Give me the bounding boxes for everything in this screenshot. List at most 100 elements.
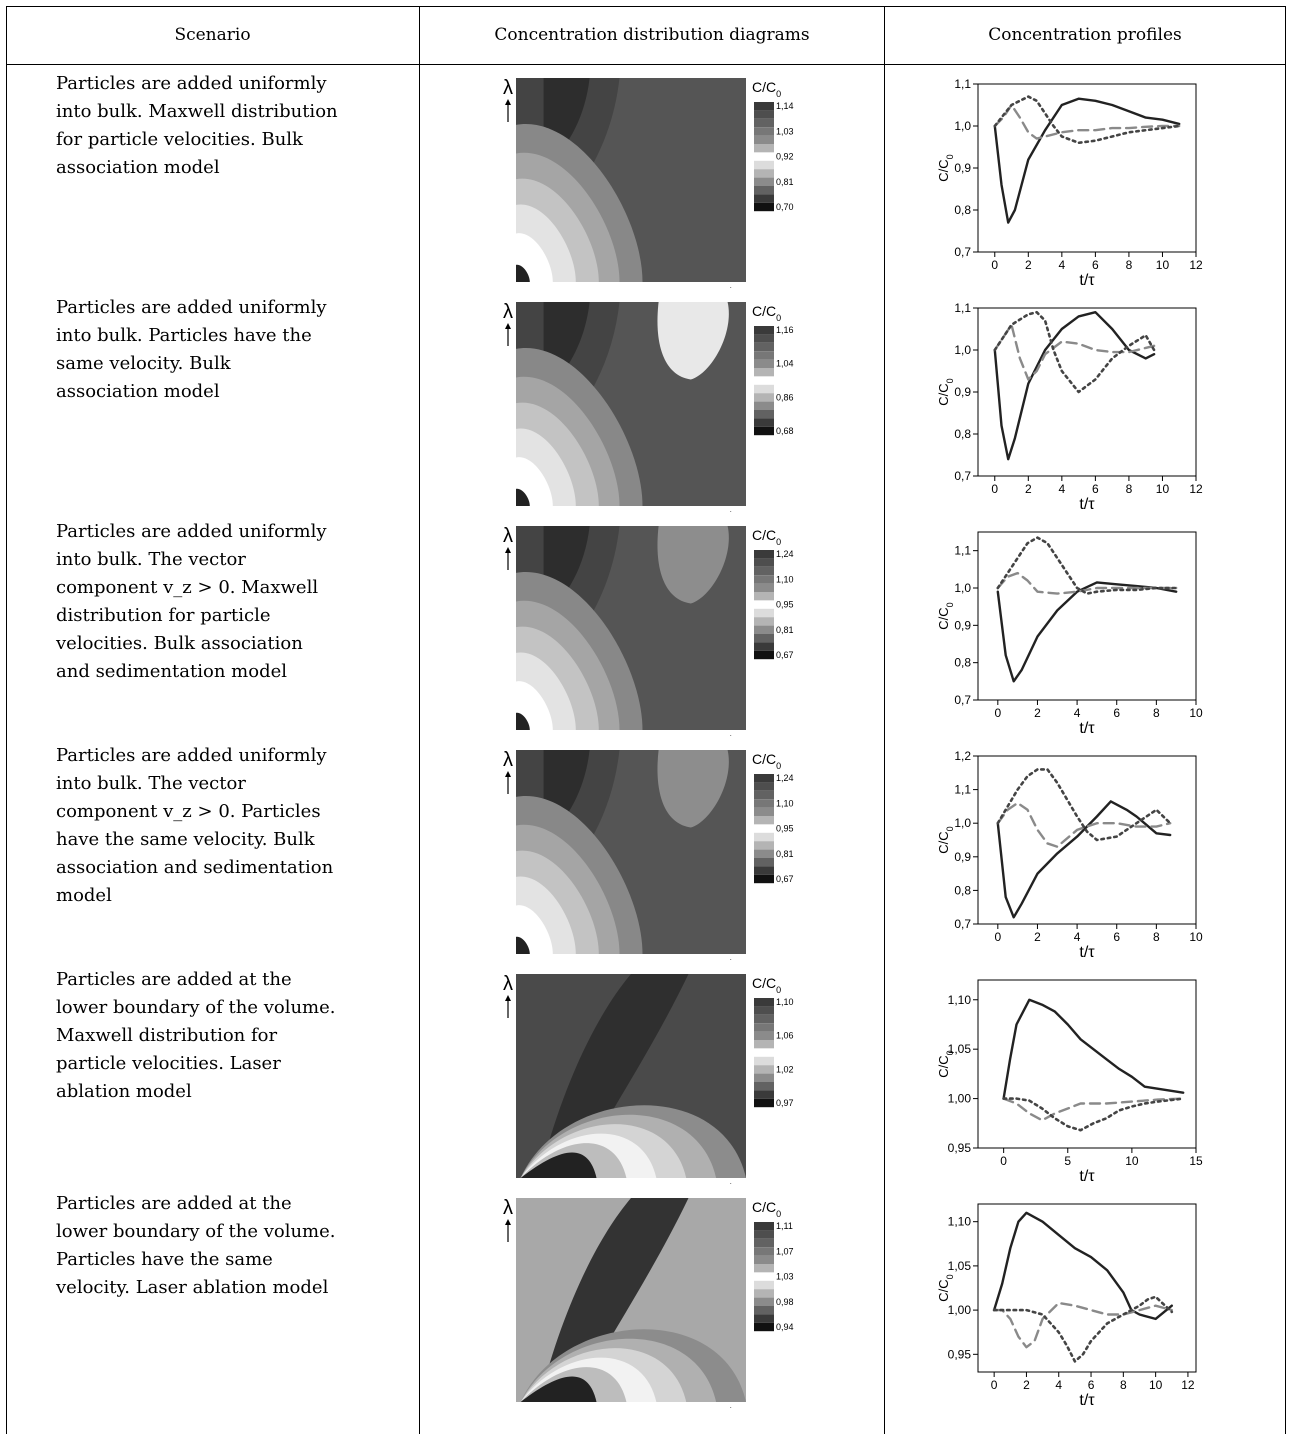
legend-tick-label: 0,92	[776, 152, 794, 162]
legend-tick-label: 1,10	[776, 997, 794, 1007]
concentration-diagram: λ t/τ C/C0 1,24 1,10 0,95 0,81 0,67	[503, 749, 794, 960]
y-tick-label: 1,0	[954, 581, 971, 595]
series-line-dash	[993, 323, 1156, 381]
y-tick-label: 0,95	[948, 1347, 972, 1361]
legend-swatch	[754, 160, 774, 170]
legend-tick-label: 1,04	[776, 359, 794, 369]
scenario-text: Particles are added at the lower boundar…	[56, 969, 336, 1102]
concentration-profile-chart: 0 5 10 15 1,10 1,05 1,00 0,95 t/τ C/C0	[936, 979, 1203, 1185]
legend-swatch	[754, 634, 774, 643]
legend-title: C/C0	[752, 1199, 781, 1219]
x-tick-label: 6	[1092, 258, 1099, 272]
legend-swatch	[754, 1264, 774, 1273]
y-tick-label: 0,7	[954, 245, 971, 259]
legend-swatch	[754, 650, 774, 660]
x-tick-label: 0	[991, 482, 998, 496]
series-line-dot	[996, 536, 1178, 595]
legend-swatch	[754, 1082, 774, 1091]
legend-swatch	[754, 1222, 774, 1231]
x-tick-label: 8	[1153, 706, 1160, 720]
legend-swatch	[754, 368, 774, 377]
legend-tick-label: 1,16	[776, 325, 794, 335]
lambda-arrow-head	[505, 99, 511, 105]
legend-swatch	[754, 1006, 774, 1015]
series-line-solid	[996, 800, 1172, 919]
legend-swatch	[754, 401, 774, 410]
legend-tick-label: 0,94	[776, 1322, 794, 1332]
y-tick-label: 0,9	[954, 850, 971, 864]
legend-tick-label: 0,67	[776, 874, 794, 884]
legend-tick-label: 1,14	[776, 101, 794, 111]
x-tick-label: 0	[991, 258, 998, 272]
x-tick-label: 0	[994, 930, 1001, 944]
header-profiles: Concentration profiles	[988, 25, 1182, 45]
concentration-profile-chart: 0 2 4 6 8 10 12 1,1 1,0 0,9 0,8 0,7 t/τ C/C0	[936, 301, 1203, 513]
legend-tick-label: 1,02	[776, 1064, 794, 1074]
series-line-dot	[993, 310, 1156, 394]
concentration-profile-chart: 0 2 4 6 8 10 1,1 1,0 0,9 0,8 0,7 t/τ C/C0	[936, 531, 1203, 737]
x-tick-label: 10	[1125, 1154, 1139, 1168]
time-label: t/τ	[724, 957, 737, 960]
y-axis-label: C/C0	[936, 826, 955, 853]
series-line-dot	[993, 95, 1181, 145]
x-axis-label: t/τ	[1079, 720, 1095, 737]
legend-tick-label: 1,10	[776, 798, 794, 808]
legend-swatch	[754, 1247, 774, 1256]
time-label: t/τ	[724, 733, 737, 736]
header-diagrams: Concentration distribution diagrams	[494, 25, 810, 45]
y-tick-label: 0,8	[954, 203, 971, 217]
series-line-dash	[1002, 1097, 1185, 1122]
legend-title: C/C0	[752, 975, 781, 995]
series-line-solid	[993, 97, 1181, 224]
legend-swatch	[754, 1280, 774, 1290]
legend-swatch	[754, 799, 774, 808]
x-tick-label: 10	[1189, 706, 1203, 720]
legend-swatch	[754, 600, 774, 609]
legend-swatch	[754, 1230, 774, 1239]
legend-tick-label: 1,07	[776, 1246, 794, 1256]
y-tick-label: 1,0	[954, 343, 971, 357]
color-legend: C/C0 1,10 1,06 1,02 0,97	[752, 975, 794, 1108]
color-legend: C/C0 1,11 1,07 1,03 0,98 0,94	[752, 1199, 794, 1332]
legend-swatch	[754, 194, 774, 203]
x-tick-label: 8	[1120, 1378, 1127, 1392]
legend-swatch	[754, 202, 774, 212]
x-axis-label: t/τ	[1079, 272, 1095, 289]
scenario-text: Particles are added uniformly into bulk.…	[56, 521, 327, 682]
col-border-1	[419, 6, 420, 1434]
contour-band	[516, 936, 530, 954]
legend-swatch	[754, 1098, 774, 1108]
time-label: t/τ	[724, 1405, 737, 1408]
legend-swatch	[754, 1073, 774, 1082]
legend-swatch	[754, 1014, 774, 1024]
plot-frame	[977, 755, 1197, 925]
scenario-text: Particles are added uniformly into bulk.…	[56, 297, 327, 402]
concentration-diagram: λ t/τ C/C0 1,10 1,06 1,02 0,97	[503, 973, 794, 1184]
x-tick-label: 4	[1074, 930, 1081, 944]
x-tick-label: 6	[1092, 482, 1099, 496]
lambda-arrow-head	[505, 1219, 511, 1225]
y-tick-label: 1,00	[948, 1303, 972, 1317]
legend-swatch	[754, 642, 774, 651]
x-tick-label: 8	[1126, 258, 1133, 272]
legend-swatch	[754, 608, 774, 618]
x-tick-label: 8	[1153, 930, 1160, 944]
legend-title: C/C0	[752, 79, 781, 99]
legend-swatch	[754, 824, 774, 833]
results-table: Scenario Concentration distribution diag…	[6, 6, 1286, 1434]
concentration-profile-chart: 0 2 4 6 8 10 12 1,10 1,05 1,00 0,95 t/τ C/C0	[936, 1203, 1197, 1409]
col-border-right	[1285, 6, 1286, 1434]
x-tick-label: 5	[1064, 1154, 1071, 1168]
y-axis-label: C/C0	[936, 1274, 955, 1301]
legend-swatch	[754, 1255, 774, 1264]
legend-swatch	[754, 1090, 774, 1099]
lambda-label: λ	[503, 749, 513, 771]
legend-swatch	[754, 426, 774, 436]
y-tick-label: 1,1	[954, 77, 971, 91]
col-border-left	[6, 6, 7, 1434]
legend-title: C/C0	[752, 527, 781, 547]
legend-swatch	[754, 1031, 774, 1040]
concentration-diagram: λ t/τ C/C0 1,16 1,04 0,86 0,68	[503, 301, 794, 512]
legend-swatch	[754, 1238, 774, 1248]
legend-swatch	[754, 782, 774, 791]
